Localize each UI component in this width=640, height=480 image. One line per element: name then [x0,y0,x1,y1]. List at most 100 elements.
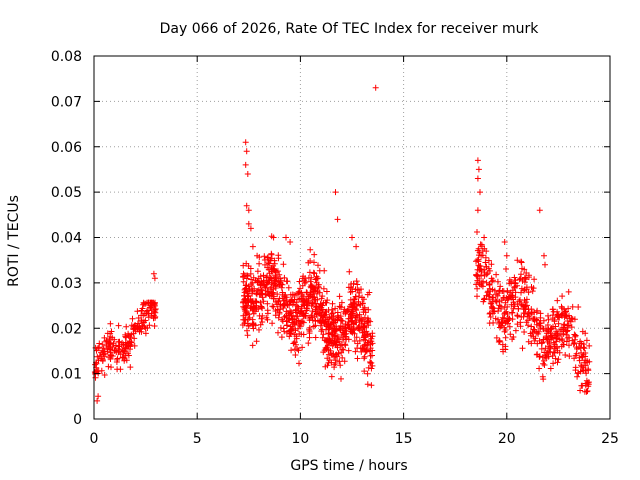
data-point [314,296,321,303]
data-point [359,294,366,301]
data-point [547,365,554,372]
data-point [543,355,550,361]
data-point [119,339,126,346]
data-point [330,310,336,317]
data-point [253,338,260,345]
data-point [554,330,561,337]
data-point [538,340,545,347]
data-point [98,349,105,356]
data-point [298,307,305,314]
data-point [499,314,506,321]
data-point [334,309,341,316]
data-point [539,373,546,380]
data-point [336,314,342,321]
y-tick-label: 0.08 [51,49,82,65]
data-point [305,340,312,347]
data-point [107,346,114,353]
data-point [324,362,331,369]
data-point [283,278,290,285]
data-point [572,364,579,371]
data-point [503,252,510,259]
data-point [309,299,315,306]
data-point [151,275,158,282]
data-point [252,277,259,284]
data-point [582,353,589,360]
data-point [559,305,565,312]
data-point [270,234,277,241]
data-point [256,260,263,267]
data-point [316,303,323,310]
data-point [336,358,343,365]
data-point [241,305,248,311]
data-point [241,286,248,293]
data-point [335,333,342,340]
data-point [485,293,492,300]
data-point [571,316,578,323]
data-point [245,322,252,329]
data-point [321,267,328,274]
data-point [257,321,264,328]
data-point [562,352,569,358]
data-point [150,307,157,313]
data-point [345,306,351,313]
data-point [138,308,145,314]
data-point [583,337,590,344]
data-point [244,332,251,339]
data-point [274,268,281,275]
data-point [299,344,306,351]
data-point [519,345,526,352]
data-point [345,319,352,325]
data-point [528,306,535,313]
data-point [96,344,102,351]
data-point [586,358,593,365]
data-point [94,397,101,404]
data-point [244,272,251,279]
data-point [254,268,261,275]
data-point [365,317,372,324]
data-point [281,293,288,300]
data-point [249,243,256,250]
data-point [276,310,283,317]
data-point [255,286,262,293]
data-point [331,319,337,326]
data-point [545,312,551,319]
data-point [548,332,555,339]
y-tick-label: 0.05 [51,185,82,201]
data-point [563,338,570,345]
data-point [571,355,578,362]
data-point [368,338,375,345]
data-point [309,308,316,315]
data-point [359,329,366,336]
data-point [270,303,277,310]
data-point [477,241,484,248]
data-point [275,329,281,336]
data-point [560,328,567,335]
data-point [302,313,309,320]
data-point [316,318,323,325]
data-point [288,330,294,337]
data-point [575,304,582,310]
data-point [272,278,278,285]
data-point [332,189,339,196]
data-point [537,310,544,317]
data-point [510,334,517,340]
data-point [141,319,147,326]
data-point [523,270,530,276]
data-point [309,283,316,290]
data-point [474,175,481,182]
data-point [474,157,481,164]
data-point [476,267,483,274]
data-point [276,295,283,302]
data-point [518,271,524,278]
data-point [284,322,291,329]
data-point [305,293,312,300]
data-point [339,318,346,324]
data-point [128,331,135,338]
data-point [496,324,503,331]
data-point [258,287,265,294]
data-point [495,305,502,312]
data-point [341,306,348,313]
data-point [107,333,114,340]
data-point [474,229,480,235]
data-point [498,323,504,330]
